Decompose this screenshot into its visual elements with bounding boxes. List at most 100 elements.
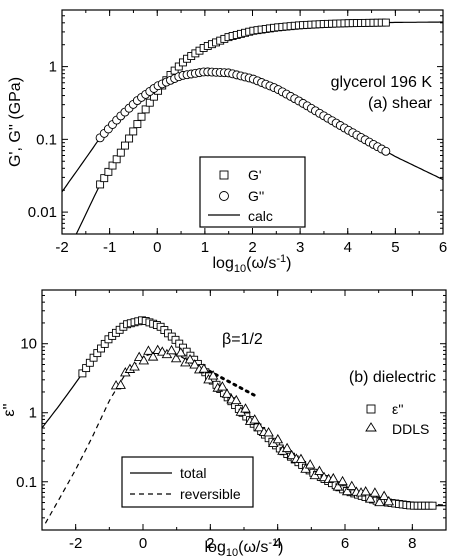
data-point-triangle	[147, 351, 159, 361]
data-point-triangle	[365, 493, 376, 503]
data-point-triangle	[383, 495, 395, 506]
legend-reversible-label: reversible	[180, 486, 241, 502]
legend-ddls-label: DDLS	[392, 421, 429, 437]
data-point-square	[149, 92, 158, 101]
data-point-square	[133, 120, 142, 129]
panel-b-annotation-beta: β=1/2	[222, 331, 263, 348]
x-tick-label: 4	[273, 535, 281, 552]
data-point-triangle	[189, 359, 200, 369]
data-point-triangle	[207, 370, 219, 380]
data-point-circle	[381, 146, 391, 156]
x-tick-label: 4	[344, 239, 352, 256]
y-tick-label: 10	[20, 336, 37, 353]
panel-a-shear: -2 -1 0 1 2 3 4 5 6 0.01 0.1 1 glycerol 196 K (a) s…	[7, 9, 447, 275]
x-tick-label: 0	[153, 239, 161, 256]
data-point-triangle	[378, 490, 390, 500]
data-point-square	[125, 134, 134, 143]
data-point-square	[104, 167, 113, 176]
x-tick-label: -2	[69, 535, 82, 552]
x-tick-label: 0	[139, 535, 147, 552]
panel-b-y-axis-label: ε''	[1, 403, 18, 416]
y-tick-label: 1	[29, 405, 37, 422]
x-tick-label: 6	[439, 239, 447, 256]
data-point-square	[100, 174, 109, 183]
panel-a-ticks: -2 -1 0 1 2 3 4 5 6 0.01 0.1 1	[28, 9, 447, 256]
y-tick-label: 1	[49, 59, 57, 76]
y-tick-label: 0.01	[28, 204, 57, 221]
data-point-square	[116, 148, 125, 157]
legend-total-label: total	[180, 465, 206, 481]
x-tick-label: -1	[103, 239, 116, 256]
data-point-square	[137, 112, 146, 121]
data-point-triangle	[337, 475, 348, 486]
legend-eps-marker	[366, 404, 376, 414]
x-tick-label: 6	[341, 535, 349, 552]
legend-gpp-marker	[219, 191, 229, 201]
data-point-triangle	[249, 414, 260, 424]
data-point-triangle	[346, 480, 358, 491]
data-point-square	[112, 155, 121, 164]
data-point-square	[120, 141, 129, 150]
panel-b-ticks: -2 0 2 4 6 8 0.1 1 10	[16, 289, 447, 552]
data-point-triangle	[332, 481, 344, 491]
data-point-square	[108, 161, 117, 170]
panel-a-annotation-sample: glycerol 196 K	[331, 74, 433, 91]
panel-b-dielectric: -2 0 2 4 6 8 0.1 1 10 β=1/2 (b) dielectric ε'' D…	[1, 289, 447, 558]
data-point-triangle	[295, 453, 307, 463]
data-point-triangle	[263, 426, 274, 437]
data-point-triangle	[314, 465, 325, 475]
panel-b-x-axis-label: log10(ω/s-1)	[205, 537, 284, 558]
x-tick-label: -2	[55, 239, 68, 256]
data-point-triangle	[281, 442, 293, 453]
x-tick-label: 3	[296, 239, 304, 256]
legend-calc-label: calc	[248, 208, 273, 224]
data-point-triangle	[374, 496, 385, 507]
data-point-square	[174, 62, 183, 71]
panel-b-annotation-label: (b) dielectric	[349, 369, 436, 386]
data-point-triangle	[230, 394, 242, 405]
data-point-triangle	[129, 361, 140, 371]
data-point-triangle	[184, 354, 196, 364]
legend-gp-marker	[219, 170, 229, 180]
panel-a-y-axis-label: G', G'' (GPa)	[7, 77, 24, 167]
panel-a-annotation-label: (a) shear	[368, 95, 433, 112]
data-point-triangle	[328, 472, 339, 483]
data-point-square	[381, 18, 390, 27]
data-point-triangle	[254, 421, 265, 432]
legend-eps-label: ε''	[392, 401, 404, 417]
data-point-square	[96, 180, 105, 189]
x-tick-label: 5	[391, 239, 399, 256]
data-point-triangle	[217, 381, 228, 391]
data-point-triangle	[360, 486, 371, 496]
data-point-square	[145, 98, 154, 107]
data-point-triangle	[286, 449, 297, 460]
data-point-triangle	[138, 354, 150, 365]
x-tick-label: 2	[206, 535, 214, 552]
y-tick-label: 0.1	[36, 131, 57, 148]
data-point-triangle	[341, 485, 353, 496]
panel-a-x-axis-label: log10(ω/s-1)	[213, 253, 292, 275]
data-point-triangle	[143, 345, 154, 355]
data-point-square	[428, 501, 437, 510]
data-point-triangle	[115, 379, 126, 389]
data-point-triangle	[170, 352, 182, 363]
panel-b-marker-legend: ε'' DDLS	[365, 401, 429, 437]
data-point-triangle	[240, 403, 251, 413]
data-point-triangle	[272, 433, 284, 444]
data-point-triangle	[369, 487, 381, 497]
x-tick-label: 1	[201, 239, 209, 256]
x-tick-label: 2	[248, 239, 256, 256]
legend-gpp-label: G''	[248, 188, 264, 204]
data-point-triangle	[133, 351, 145, 361]
legend-gp-label: G'	[248, 167, 262, 183]
data-point-triangle	[175, 347, 187, 357]
data-point-square	[141, 105, 150, 114]
panel-a-data-marks	[95, 18, 391, 189]
data-point-square	[129, 127, 138, 136]
legend-ddls-marker	[365, 422, 377, 432]
data-point-triangle	[221, 388, 233, 398]
y-tick-label: 0.1	[16, 474, 37, 491]
panel-a-legend: G' G'' calc	[199, 156, 306, 228]
data-point-triangle	[166, 344, 177, 355]
